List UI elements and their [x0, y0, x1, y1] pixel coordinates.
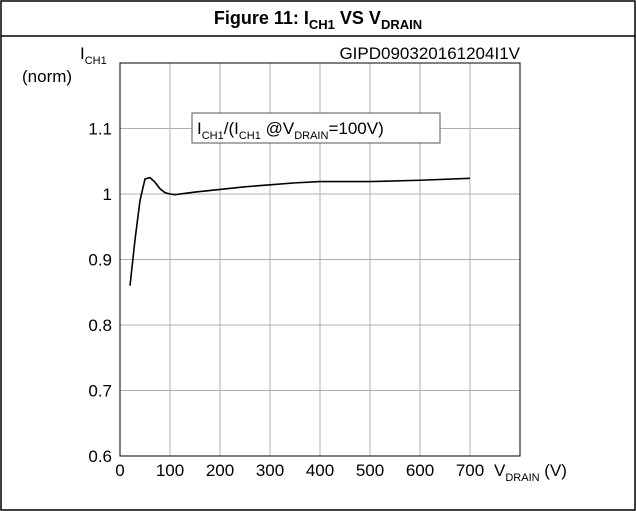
x-tick-label: 0: [115, 461, 124, 480]
title: Figure 11: ICH1 VS VDRAIN: [214, 8, 422, 32]
x-tick-label: 500: [356, 461, 384, 480]
subscript: CH1: [239, 130, 261, 142]
subscript: CH1: [85, 55, 107, 67]
subscript: CH1: [202, 130, 224, 142]
x-tick-label: 400: [306, 461, 334, 480]
y-tick-label: 0.9: [88, 251, 112, 270]
text-part: Figure 11: I: [214, 8, 309, 28]
code-label: GIPD090320161204I1V: [339, 44, 520, 63]
annotation-box: [191, 112, 441, 144]
plot-border: [119, 62, 521, 457]
x-tick-label: 600: [406, 461, 434, 480]
subscript: DRAIN: [381, 17, 422, 32]
text-part: (V): [540, 461, 567, 480]
text-part: I: [80, 44, 85, 63]
y-tick-label: 1.1: [88, 120, 112, 139]
subscript: DRAIN: [294, 130, 328, 142]
y-label: ICH1: [80, 44, 107, 67]
x-tick-label: 700: [456, 461, 484, 480]
text-part: V: [494, 461, 506, 480]
text-part: I: [197, 119, 202, 138]
x-tick-label: 100: [156, 461, 184, 480]
y-tick-label: 0.6: [88, 447, 112, 466]
subscript: CH1: [309, 17, 335, 32]
subscript: DRAIN: [505, 472, 539, 484]
annotation: ICH1/(ICH1 @VDRAIN=100V): [197, 119, 384, 142]
text-part: VS V: [335, 8, 381, 28]
data-line: [129, 176, 471, 286]
x-label: VDRAIN (V): [494, 461, 567, 484]
x-tick-label: 300: [256, 461, 284, 480]
y-tick-label: 1: [103, 185, 112, 204]
text-part: =100V): [328, 119, 383, 138]
text-part: @V: [261, 119, 295, 138]
x-tick-label: 200: [206, 461, 234, 480]
y-label-unit: (norm): [22, 67, 72, 86]
y-tick-label: 0.7: [88, 382, 112, 401]
text-part: /(I: [224, 119, 239, 138]
y-tick-label: 0.8: [88, 316, 112, 335]
